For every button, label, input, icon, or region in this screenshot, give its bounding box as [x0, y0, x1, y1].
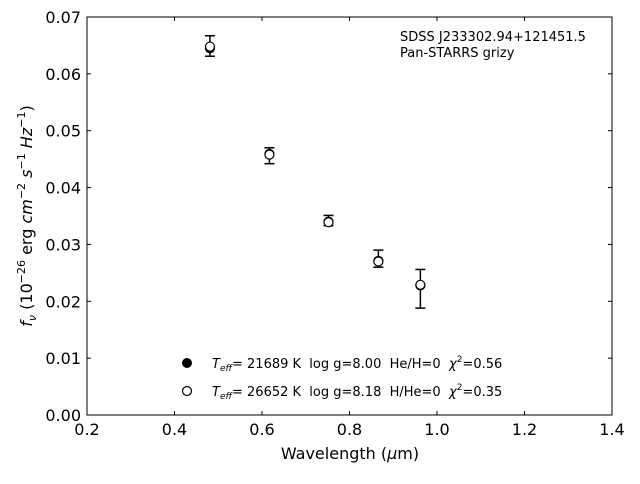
- x-tick-label: 0.8: [337, 420, 362, 439]
- annotation-line-1: SDSS J233302.94+121451.5: [400, 30, 586, 45]
- y-tick-label: 0.05: [45, 122, 81, 141]
- plot-area: [86, 16, 613, 416]
- x-tick-label: 1.4: [599, 420, 624, 439]
- y-tick-label: 0.02: [45, 292, 81, 311]
- y-tick-label: 0.03: [45, 235, 81, 254]
- x-tick-label: 1.2: [512, 420, 537, 439]
- model-point-open: [264, 149, 275, 160]
- x-axis-label: Wavelength (μm): [281, 444, 419, 463]
- svg-text:Teff= 21689 K log g=8.00 He/: Teff= 21689 K log g=8.00 He/H=0 χ2=0.56: [212, 355, 502, 374]
- x-tick-label: 1.0: [424, 420, 449, 439]
- legend-entry-2: Teff= 26652 K log g=8.18 H/He=0 χ2=0.35: [181, 383, 502, 402]
- y-tick-label: 0.04: [45, 179, 81, 198]
- y-tick-label: 0.06: [45, 65, 81, 84]
- data-marks: [204, 35, 426, 309]
- y-axis-label: fν (10−26 erg cm−2 s−1 Hz−1): [15, 105, 39, 326]
- y-tick-label: 0.00: [45, 406, 81, 425]
- svg-text:Wavelength (μm): Wavelength (μm): [281, 444, 419, 463]
- svg-text:fν (10−26 erg cm−2 s−1 Hz−1): fν (10−26 erg cm−2 s−1 Hz−1): [15, 105, 39, 326]
- y-tick-label: 0.01: [45, 349, 81, 368]
- model-point-open: [415, 279, 426, 290]
- model-point-open: [323, 217, 334, 228]
- y-tick-label: 0.07: [45, 8, 81, 27]
- svg-text:Teff= 26652 K log g=8.18 H/H: Teff= 26652 K log g=8.18 H/He=0 χ2=0.35: [212, 383, 502, 402]
- annotation-line-2: Pan-STARRS grizy: [400, 46, 515, 61]
- legend-marker-filled: [182, 358, 192, 368]
- model-point-open: [204, 41, 216, 52]
- x-tick-label: 0.6: [249, 420, 274, 439]
- model-point-open: [373, 256, 384, 267]
- x-tick-label: 0.4: [162, 420, 187, 439]
- x-tick-label: 0.2: [74, 420, 99, 439]
- axis-ticks: 0.2 0.4 0.6 0.8 1.0 1.2 1.4 0.00 0.01 0.02 0.03 0.0…: [45, 8, 624, 439]
- legend-entry-1: Teff= 21689 K log g=8.00 He/H=0 χ2=0.56: [182, 355, 502, 374]
- legend: Teff= 21689 K log g=8.00 He/H=0 χ2=0.56 …: [181, 355, 502, 402]
- legend-marker-open: [181, 385, 193, 397]
